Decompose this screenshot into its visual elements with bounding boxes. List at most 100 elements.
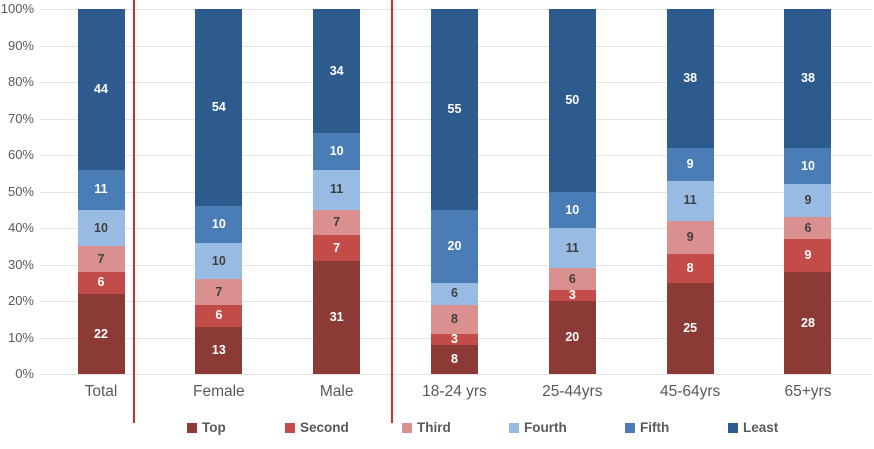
y-axis-tick-label-100: 100%	[0, 1, 34, 16]
bar-segment-second-3: 3	[430, 332, 478, 347]
segment-value-label: 25	[683, 321, 698, 336]
bar-segment-fourth-4: 11	[548, 228, 596, 269]
bar-segment-fifth-2: 10	[313, 133, 361, 170]
segment-value-label: 38	[801, 71, 815, 86]
legend-label-fifth: Fifth	[640, 420, 670, 435]
bar-segment-least-3: 55	[430, 9, 478, 210]
segment-value-label: 6	[97, 275, 105, 290]
bar-segment-least-1: 54	[195, 9, 243, 207]
segment-value-label: 54	[211, 100, 226, 115]
segment-value-label: 28	[801, 315, 815, 330]
y-axis-tick-label-90: 90%	[7, 37, 34, 53]
segment-value-label: 3	[451, 332, 458, 347]
y-axis-tick-label-0: 0%	[15, 366, 34, 381]
y-axis-tick-label-20: 20%	[7, 293, 34, 308]
bar-segment-third-3: 8	[430, 304, 478, 334]
y-axis-tick-label-50: 50%	[7, 183, 34, 199]
segment-value-label: 55	[447, 102, 462, 117]
category-label-2: Male	[319, 383, 354, 400]
legend-label-second: Second	[300, 420, 349, 435]
legend-item-top: Top	[187, 421, 226, 435]
segment-value-label: 10	[329, 144, 344, 159]
y-axis-tick-label-30: 30%	[7, 256, 34, 272]
y-axis-tick-label-40: 40%	[7, 220, 34, 235]
legend-swatch-top	[187, 422, 197, 433]
y-axis-tick-label-10: 10%	[7, 329, 34, 345]
bar-segment-fifth-3: 20	[430, 209, 478, 283]
y-axis-tick-label-70: 70%	[7, 110, 34, 126]
bar-segment-fifth-1: 10	[195, 206, 243, 243]
bar-segment-third-4: 6	[548, 268, 596, 291]
legend-label-third: Third	[417, 420, 451, 435]
bar-segment-top-6: 28	[784, 271, 832, 374]
bar-segment-least-5: 38	[666, 9, 714, 148]
bar-segment-second-0: 6	[77, 271, 125, 294]
category-label-5: 45-64yrs	[659, 383, 721, 400]
bar-segment-second-1: 6	[195, 304, 243, 327]
bar-segment-fourth-3: 6	[430, 282, 478, 305]
bar-segment-least-6: 38	[784, 9, 832, 148]
segment-value-label: 6	[804, 220, 812, 235]
legend-label-top: Top	[202, 420, 226, 435]
bar-segment-fifth-5: 9	[666, 147, 714, 181]
segment-value-label: 13	[211, 343, 226, 358]
y-axis-tick-label-80: 80%	[7, 74, 34, 89]
segment-value-label: 10	[801, 158, 815, 173]
bar-segment-second-2: 7	[313, 235, 361, 261]
category-label-3: 18-24 yrs	[422, 383, 487, 400]
bar-segment-least-4: 50	[548, 9, 596, 192]
legend-label-least: Least	[743, 420, 779, 435]
segment-value-label: 11	[683, 193, 697, 208]
bar-segment-top-4: 20	[548, 301, 596, 374]
bar-segment-top-1: 13	[195, 326, 243, 374]
bar-segment-fourth-1: 10	[195, 242, 243, 280]
bar-segment-top-0: 22	[77, 293, 125, 374]
legend-item-third: Third	[402, 421, 451, 435]
bar-segment-top-3: 8	[430, 344, 478, 374]
legend-item-fourth: Fourth	[509, 421, 567, 435]
segment-value-label: 9	[686, 156, 694, 171]
legend-swatch-least	[728, 422, 738, 433]
legend-label-fourth: Fourth	[524, 420, 567, 435]
segment-value-label: 6	[215, 308, 223, 323]
segment-value-label: 7	[215, 284, 223, 299]
segment-value-label: 34	[329, 63, 344, 78]
segment-value-label: 9	[686, 229, 694, 244]
segment-value-label: 11	[330, 182, 344, 197]
segment-value-label: 20	[447, 239, 462, 253]
segment-value-label: 8	[686, 260, 694, 275]
bar-segment-fifth-6: 10	[784, 147, 832, 185]
segment-value-label: 31	[329, 310, 344, 325]
segment-value-label: 9	[804, 193, 812, 208]
segment-value-label: 44	[94, 82, 108, 97]
segment-value-label: 10	[211, 217, 226, 232]
bar-segment-second-5: 8	[666, 253, 714, 283]
bar-segment-third-0: 7	[77, 246, 125, 272]
bar-segment-second-4: 3	[548, 288, 596, 303]
legend-swatch-fifth	[625, 422, 635, 433]
segment-value-label: 38	[683, 71, 698, 86]
legend-item-fifth: Fifth	[625, 421, 669, 435]
bar-segment-second-6: 9	[784, 238, 832, 272]
segment-value-label: 10	[211, 253, 226, 268]
segment-value-label: 7	[97, 251, 105, 266]
segment-value-label: 8	[451, 311, 458, 326]
bar-segment-fourth-2: 11	[313, 169, 361, 210]
category-label-4: 25-44yrs	[542, 383, 603, 400]
segment-value-label: 3	[568, 288, 576, 303]
bar-segment-fifth-0: 11	[77, 169, 125, 210]
segment-value-label: 6	[451, 286, 458, 301]
category-label-6: 65+yrs	[784, 383, 832, 400]
segment-value-label: 50	[565, 93, 580, 107]
segment-value-label: 7	[333, 215, 341, 230]
legend-swatch-second	[285, 422, 295, 433]
bar-segment-third-2: 7	[313, 209, 361, 236]
category-label-0: Total	[84, 383, 118, 400]
bar-segment-third-5: 9	[666, 220, 714, 254]
legend-swatch-third	[402, 422, 412, 433]
category-label-1: Female	[192, 383, 245, 400]
gridline-0	[40, 374, 872, 375]
segment-value-label: 10	[565, 202, 580, 217]
segment-value-label: 20	[565, 330, 580, 345]
